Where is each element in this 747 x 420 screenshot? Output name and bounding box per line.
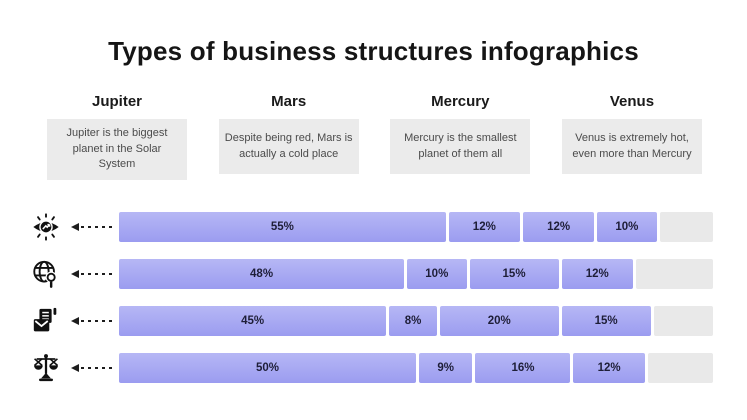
column-mars: Mars Despite being red, Mars is actually… [218, 93, 359, 180]
bar-segment-label: 10% [615, 220, 639, 233]
eye-vision-icon [28, 212, 64, 242]
dashed-arrow-icon [64, 316, 114, 325]
bar-segment: 12% [573, 352, 645, 383]
bar-segment-label: 16% [511, 361, 535, 374]
bar-row: 55% 12% 12% 10% [28, 211, 713, 242]
dashed-arrow-icon [64, 269, 114, 278]
bar-segment: 10% [407, 258, 467, 289]
bar-segment: 55% [119, 211, 446, 242]
globe-search-icon [28, 259, 64, 289]
bar-segment: 15% [561, 305, 651, 336]
bar-segment-label: 12% [547, 220, 571, 233]
column-description: Jupiter is the biggest planet in the Sol… [47, 119, 187, 180]
mail-checklist-icon [28, 306, 64, 336]
bar-segment-label: 12% [597, 361, 621, 374]
bar-remainder [635, 258, 713, 289]
bar-segment-label: 48% [250, 267, 274, 280]
column-header: Jupiter [91, 93, 142, 110]
bar-segment-label: 8% [404, 314, 422, 327]
bar-segment-label: 45% [241, 314, 265, 327]
column-description: Despite being red, Mars is actually a co… [218, 119, 359, 174]
bar-segment: 48% [119, 258, 405, 289]
bar-row: 48% 10% 15% 12% [28, 258, 713, 289]
column-mercury: Mercury Mercury is the smallest planet o… [390, 93, 531, 180]
planet-columns: Jupiter Jupiter is the biggest planet in… [0, 93, 747, 180]
bar-remainder [647, 352, 713, 383]
bar-segment: 15% [469, 258, 559, 289]
bar-segment-label: 9% [437, 361, 455, 374]
dashed-arrow-icon [64, 222, 114, 231]
bar-segment-label: 55% [270, 220, 294, 233]
bar-segment-label: 50% [255, 361, 280, 374]
bar-segment: 12% [448, 211, 520, 242]
bar-track: 55% 12% 12% 10% [119, 211, 713, 242]
column-description: Mercury is the smallest planet of them a… [390, 119, 531, 174]
bar-row: 50% 9% 16% 12% [28, 352, 713, 383]
bar-track: 45% 8% 20% 15% [119, 305, 713, 336]
bar-row: 45% 8% 20% 15% [28, 305, 713, 336]
bars: 55% 12% 12% 10% 48% 10% 15% 12% 45% 8% 20% 15% 50% 9%… [0, 211, 747, 383]
bar-segment-label: 10% [425, 267, 449, 280]
column-venus: Venus Venus is extremely hot, even more … [561, 93, 702, 180]
bar-segment: 16% [475, 352, 571, 383]
column-jupiter: Jupiter Jupiter is the biggest planet in… [47, 93, 187, 180]
bar-track: 48% 10% 15% 12% [119, 258, 713, 289]
bar-segment: 50% [119, 352, 416, 383]
column-header: Mercury [431, 93, 490, 110]
bar-segment: 12% [522, 211, 595, 242]
column-header: Venus [609, 93, 655, 110]
balance-scale-icon [28, 353, 64, 383]
bar-segment-label: 15% [502, 267, 526, 280]
column-header: Mars [271, 93, 307, 110]
bar-segment-label: 20% [487, 314, 511, 327]
column-description: Venus is extremely hot, even more than M… [561, 119, 702, 174]
bar-segment: 20% [439, 305, 559, 336]
bar-remainder [659, 211, 713, 242]
bar-segment: 8% [389, 305, 437, 336]
page-title: Types of business structures infographic… [108, 36, 639, 66]
bar-segment-label: 15% [594, 314, 618, 327]
bar-segment-label: 12% [472, 220, 496, 233]
bar-remainder [653, 305, 713, 336]
dashed-arrow-icon [64, 363, 114, 372]
bar-segment: 10% [597, 211, 657, 242]
bar-segment: 12% [561, 258, 633, 289]
bar-segment-label: 12% [585, 267, 609, 280]
bar-track: 50% 9% 16% 12% [119, 352, 713, 383]
bar-segment: 45% [119, 305, 387, 336]
bar-segment: 9% [419, 352, 473, 383]
